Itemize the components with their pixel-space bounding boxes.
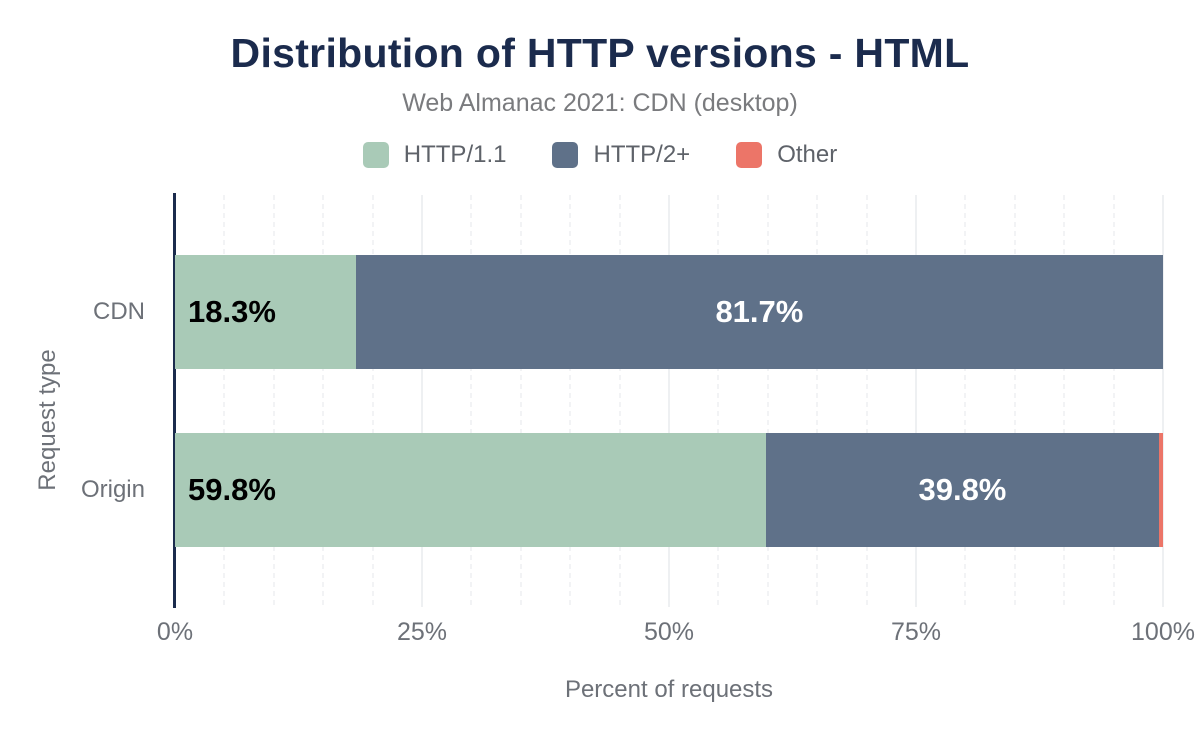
legend-swatch-other-icon (736, 142, 763, 168)
bar-segment-origin-http2: 39.8% (765, 433, 1160, 547)
bar-segment-cdn-http11: 18.3% (175, 255, 356, 369)
gridline-15 (322, 195, 325, 607)
gridline-5 (223, 195, 226, 607)
plot-area: 18.3% 81.7% 59.8% 39.8% CDN Origin 0% 25% 50… (81, 193, 1195, 646)
legend-swatch-http2plus-icon (552, 142, 579, 168)
x-tick-25: 25% (396, 618, 448, 646)
chart-title: Distribution of HTTP versions - HTML (230, 30, 970, 76)
legend-item-http2plus: HTTP/2+ (552, 141, 690, 169)
category-label-origin: Origin (80, 476, 145, 503)
x-tick-100: 100% (1131, 618, 1195, 646)
gridline-10 (272, 195, 275, 607)
bar-value-label: 59.8% (188, 472, 276, 507)
gridline-45 (618, 195, 621, 607)
gridline-80 (964, 195, 967, 607)
gridline-95 (1112, 195, 1115, 607)
gridline-50 (668, 195, 670, 607)
gridline-35 (519, 195, 522, 607)
x-axis-title: Percent of requests (564, 676, 774, 703)
bar-value-label: 39.8% (918, 472, 1007, 507)
chart-subtitle: Web Almanac 2021: CDN (desktop) (402, 89, 798, 117)
legend-label-http2plus: HTTP/2+ (593, 141, 691, 168)
bar-segment-cdn-http2: 81.7% (355, 255, 1163, 369)
legend-label-http11: HTTP/1.1 (403, 141, 507, 168)
gridline-layer (175, 195, 1164, 607)
bar-segment-origin-http11: 59.8% (175, 433, 766, 547)
bar-row-cdn: 18.3% 81.7% (175, 255, 1163, 369)
legend-swatch-http11-icon (362, 142, 389, 168)
gridline-100 (1162, 195, 1164, 607)
x-tick-0: 0% (156, 618, 194, 646)
category-label-cdn: CDN (93, 298, 145, 325)
gridline-30 (470, 195, 473, 607)
gridline-65 (816, 195, 819, 607)
x-axis-ticks: 0% 25% 50% 75% 100% (157, 607, 1195, 647)
gridline-60 (766, 195, 769, 607)
gridline-75 (915, 195, 917, 607)
y-axis-line (173, 193, 176, 608)
gridline-55 (717, 195, 720, 607)
bar-value-label: 81.7% (715, 294, 804, 329)
bar-segment-origin-other (1159, 433, 1163, 547)
legend-item-http11: HTTP/1.1 (362, 141, 507, 169)
x-tick-75: 75% (890, 618, 942, 646)
gridline-40 (569, 195, 572, 607)
bar-value-label: 18.3% (188, 294, 276, 329)
gridline-25 (421, 195, 423, 607)
gridline-70 (865, 195, 868, 607)
y-axis-title: Request type (34, 349, 61, 491)
x-tick-50: 50% (643, 618, 695, 646)
gridline-90 (1063, 195, 1066, 607)
bar-row-origin: 59.8% 39.8% (175, 433, 1163, 547)
legend: HTTP/1.1 HTTP/2+ Other (0, 141, 1200, 169)
legend-label-other: Other (777, 141, 838, 168)
legend-item-other: Other (736, 141, 837, 169)
gridline-20 (371, 195, 374, 607)
gridline-85 (1013, 195, 1016, 607)
